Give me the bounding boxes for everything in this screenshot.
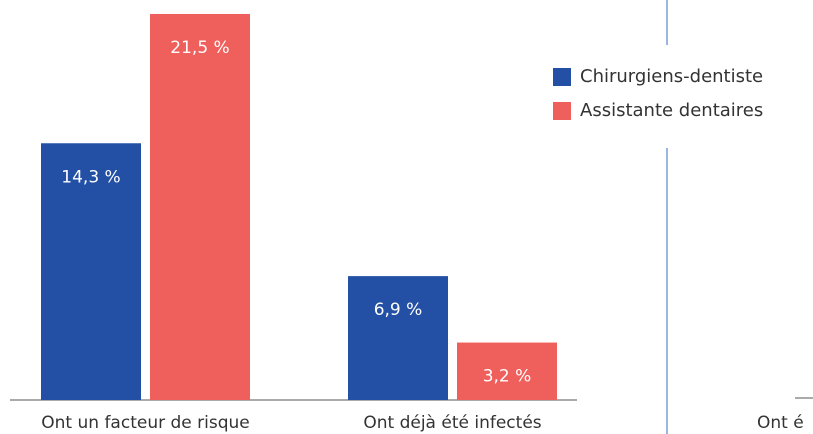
value-label: 3,2 % [483, 367, 532, 387]
bar [457, 342, 557, 400]
legend-swatch [553, 68, 571, 86]
x-tick-label: Ont déjà été infectés [363, 413, 541, 433]
legend-label: Assistante dentaires [580, 100, 763, 121]
value-label: 6,9 % [374, 300, 423, 320]
legend-swatch [553, 102, 571, 120]
value-label: 21,5 % [170, 38, 229, 58]
bar [348, 276, 448, 400]
legend-label: Chirurgiens-dentiste [580, 66, 763, 87]
value-label: 14,3 % [61, 167, 120, 187]
bar [41, 143, 141, 400]
category-label-fragment: Ont é [757, 413, 804, 433]
bar [150, 13, 250, 401]
x-tick-label: Ont un facteur de risque [41, 413, 249, 433]
